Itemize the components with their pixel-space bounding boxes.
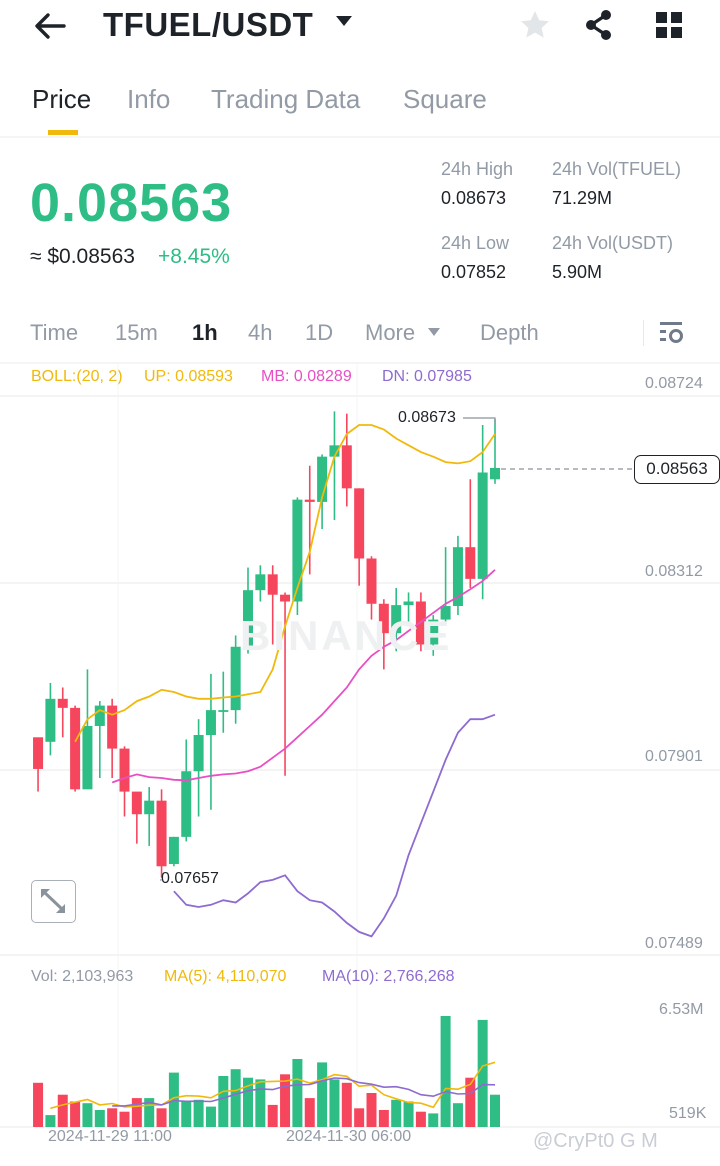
back-arrow-icon[interactable] [30,8,70,44]
divider [0,136,720,138]
expand-chart-button[interactable] [31,880,76,923]
caret-down-icon[interactable] [336,16,352,26]
divider [0,362,720,364]
interval-time[interactable]: Time [30,320,79,345]
active-tab-indicator [48,130,78,135]
tab-square[interactable]: Square [403,84,487,114]
interval-1h[interactable]: 1h [192,320,218,345]
vol-base-label: 24h Vol(TFUEL) [552,159,682,179]
vol-ma10: MA(10): 2,766,268 [322,968,455,985]
vol-base-value: 71.29M [552,188,613,208]
price-tick: 0.08312 [645,563,703,580]
vol-value: Vol: 2,103,963 [31,968,134,985]
tab-trading-data[interactable]: Trading Data [211,84,361,114]
star-icon[interactable] [518,8,552,42]
share-icon[interactable] [582,8,616,42]
tab-price[interactable]: Price [32,84,92,114]
price-tick: 0.07901 [645,748,703,765]
interval-15m[interactable]: 15m [115,320,158,345]
high-value: 0.08673 [441,188,507,208]
interval-more[interactable]: More [365,320,416,345]
boll-up: UP: 0.08593 [144,368,233,385]
more-caret-icon[interactable] [428,328,440,336]
vol-tick: 519K [669,1105,707,1122]
depth-tab[interactable]: Depth [480,320,539,345]
high-label: 24h High [441,159,514,179]
pair-title[interactable]: TFUEL/USDT [103,6,314,43]
low-marker: 0.07657 [161,870,219,887]
price-tick: 0.07489 [645,935,703,952]
change-percent: +8.45% [158,245,230,268]
price-tick: 0.08724 [645,375,703,392]
vol-ma5: MA(5): 4,110,070 [164,968,287,985]
interval-4h[interactable]: 4h [248,320,273,345]
chart-markers [160,417,634,881]
credit-watermark: @CryPt0 G M [533,1130,658,1152]
low-value: 0.07852 [441,262,507,282]
header: TFUEL/USDT [0,0,720,56]
time-tick: 2024-11-30 06:00 [286,1128,412,1145]
fiat-value: ≈ $0.08563 [30,245,135,268]
watermark: BINANCE [240,612,453,659]
chart-settings-icon[interactable] [658,320,686,346]
current-price-tag: 0.08563 [634,455,720,484]
volume-bars [33,1016,500,1127]
boll-dn: DN: 0.07985 [382,368,472,385]
interval-1d[interactable]: 1D [305,320,334,345]
expand-icon [41,889,65,913]
time-tick: 2024-11-29 11:00 [48,1128,172,1145]
candles [33,411,500,878]
tab-info[interactable]: Info [127,84,171,114]
low-label: 24h Low [441,233,510,253]
boll-mb: MB: 0.08289 [261,368,352,385]
vol-tick: 6.53M [659,1001,704,1018]
bollinger-bands [74,424,496,938]
last-price: 0.08563 [30,173,233,233]
candlestick-chart[interactable] [0,364,720,1166]
grid-icon[interactable] [655,11,683,39]
divider [643,320,644,346]
boll-params: BOLL:(20, 2) [31,368,123,385]
vol-quote-value: 5.90M [552,262,603,282]
vol-quote-label: 24h Vol(USDT) [552,233,674,253]
high-marker: 0.08673 [398,409,456,426]
